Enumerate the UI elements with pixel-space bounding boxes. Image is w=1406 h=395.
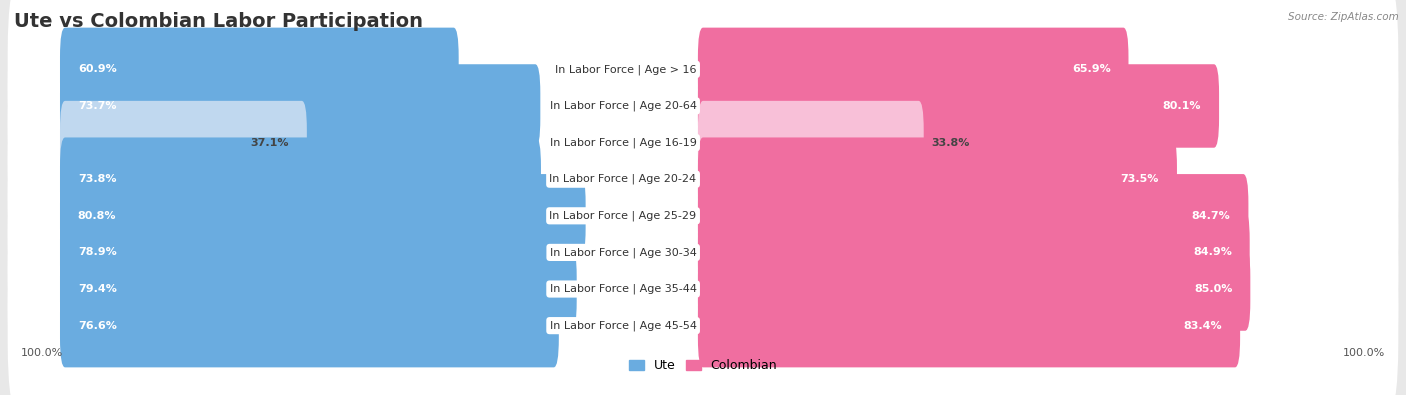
FancyBboxPatch shape [60, 137, 541, 221]
Text: In Labor Force | Age > 16: In Labor Force | Age > 16 [555, 64, 696, 75]
Text: Ute vs Colombian Labor Participation: Ute vs Colombian Labor Participation [14, 12, 423, 31]
Text: In Labor Force | Age 20-64: In Labor Force | Age 20-64 [550, 101, 696, 111]
FancyBboxPatch shape [697, 137, 1177, 221]
FancyBboxPatch shape [7, 53, 1399, 233]
FancyBboxPatch shape [697, 28, 1129, 111]
Text: 84.9%: 84.9% [1192, 247, 1232, 258]
Text: 37.1%: 37.1% [250, 137, 290, 148]
Text: In Labor Force | Age 35-44: In Labor Force | Age 35-44 [550, 284, 696, 294]
FancyBboxPatch shape [7, 16, 1399, 196]
FancyBboxPatch shape [60, 101, 307, 184]
Text: 65.9%: 65.9% [1071, 64, 1111, 74]
FancyBboxPatch shape [7, 199, 1399, 379]
Text: Source: ZipAtlas.com: Source: ZipAtlas.com [1288, 12, 1399, 22]
Text: 79.4%: 79.4% [77, 284, 117, 294]
Text: In Labor Force | Age 45-54: In Labor Force | Age 45-54 [550, 320, 696, 331]
Text: 60.9%: 60.9% [77, 64, 117, 74]
Text: 73.8%: 73.8% [77, 174, 117, 184]
Text: In Labor Force | Age 25-29: In Labor Force | Age 25-29 [550, 211, 696, 221]
FancyBboxPatch shape [60, 174, 586, 258]
FancyBboxPatch shape [7, 162, 1399, 342]
Text: 100.0%: 100.0% [1343, 348, 1385, 357]
Legend: Ute, Colombian: Ute, Colombian [624, 354, 782, 377]
Text: 78.9%: 78.9% [77, 247, 117, 258]
FancyBboxPatch shape [697, 211, 1250, 294]
Text: 80.1%: 80.1% [1163, 101, 1201, 111]
FancyBboxPatch shape [7, 89, 1399, 269]
Text: 33.8%: 33.8% [931, 137, 970, 148]
FancyBboxPatch shape [697, 174, 1249, 258]
Text: 100.0%: 100.0% [21, 348, 63, 357]
FancyBboxPatch shape [697, 247, 1250, 331]
FancyBboxPatch shape [697, 101, 924, 184]
FancyBboxPatch shape [697, 284, 1240, 367]
FancyBboxPatch shape [60, 284, 558, 367]
FancyBboxPatch shape [7, 235, 1399, 395]
FancyBboxPatch shape [7, 0, 1399, 160]
FancyBboxPatch shape [60, 28, 458, 111]
Text: In Labor Force | Age 20-24: In Labor Force | Age 20-24 [550, 174, 696, 184]
FancyBboxPatch shape [7, 126, 1399, 306]
Text: In Labor Force | Age 30-34: In Labor Force | Age 30-34 [550, 247, 696, 258]
Text: 73.5%: 73.5% [1121, 174, 1159, 184]
FancyBboxPatch shape [60, 247, 576, 331]
FancyBboxPatch shape [60, 211, 574, 294]
Text: 73.7%: 73.7% [77, 101, 117, 111]
Text: 83.4%: 83.4% [1184, 321, 1222, 331]
Text: In Labor Force | Age 16-19: In Labor Force | Age 16-19 [550, 137, 696, 148]
FancyBboxPatch shape [60, 64, 540, 148]
Text: 76.6%: 76.6% [77, 321, 117, 331]
Text: 84.7%: 84.7% [1192, 211, 1230, 221]
Text: 80.8%: 80.8% [77, 211, 117, 221]
FancyBboxPatch shape [697, 64, 1219, 148]
Text: 85.0%: 85.0% [1194, 284, 1233, 294]
